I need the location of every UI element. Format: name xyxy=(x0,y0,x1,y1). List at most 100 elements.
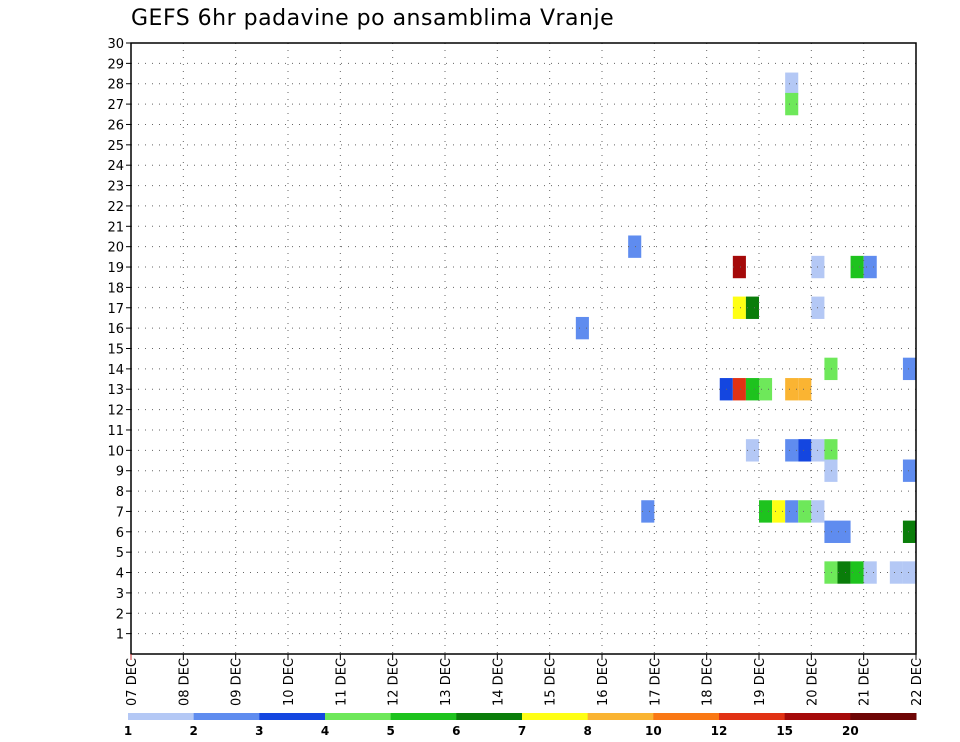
precip-cell xyxy=(785,92,799,116)
legend-label: 12 xyxy=(711,724,728,738)
y-tick-label: 15 xyxy=(107,343,124,358)
x-tick-label: 13 DEC xyxy=(439,658,454,706)
precip-cell xyxy=(798,378,812,401)
precip-cell xyxy=(628,235,642,258)
precip-cell xyxy=(902,357,916,381)
y-tick-label: 22 xyxy=(107,200,124,215)
legend-swatch xyxy=(456,713,523,720)
precip-cell xyxy=(785,500,799,523)
y-tick-label: 17 xyxy=(107,302,124,317)
precip-cell xyxy=(824,439,838,462)
x-tick-label: 22 DEC xyxy=(910,658,925,706)
y-tick-label: 10 xyxy=(107,444,124,459)
y-tick-label: 11 xyxy=(107,424,124,439)
precip-cell xyxy=(902,520,916,543)
precip-cell xyxy=(889,561,903,584)
y-tick-label: 30 xyxy=(107,37,124,52)
legend-swatch xyxy=(522,713,589,720)
y-tick-label: 14 xyxy=(107,363,124,378)
y-tick-label: 7 xyxy=(116,505,124,520)
x-tick-label: 20 DEC xyxy=(805,658,820,706)
legend-swatch xyxy=(128,713,195,720)
x-tick-label: 18 DEC xyxy=(701,658,716,706)
y-tick-label: 28 xyxy=(107,78,124,93)
y-tick-label: 5 xyxy=(116,546,124,561)
y-tick-label: 4 xyxy=(116,567,124,582)
y-tick-label: 25 xyxy=(107,139,124,154)
legend-swatch xyxy=(259,713,326,720)
precip-cell xyxy=(863,561,877,584)
precip-cell xyxy=(798,500,812,523)
legend-label: 3 xyxy=(255,724,263,738)
x-tick-label: 11 DEC xyxy=(334,658,349,706)
precip-cell xyxy=(863,255,877,279)
y-tick-label: 8 xyxy=(116,485,124,500)
legend-label: 6 xyxy=(452,724,460,738)
precip-cell xyxy=(902,459,916,482)
precip-cell xyxy=(759,378,773,401)
y-tick-label: 2 xyxy=(116,607,124,622)
x-tick-label: 21 DEC xyxy=(858,658,873,706)
y-tick-label: 18 xyxy=(107,281,124,296)
x-tick-label: 09 DEC xyxy=(230,658,245,706)
y-tick-label: 16 xyxy=(107,322,124,337)
x-tick-label: 19 DEC xyxy=(753,658,768,706)
legend-label: 5 xyxy=(386,724,394,738)
precip-cell xyxy=(850,561,864,584)
x-tick-label: 16 DEC xyxy=(596,658,611,706)
precip-cell xyxy=(641,500,655,523)
legend-swatch xyxy=(784,713,851,720)
y-tick-label: 23 xyxy=(107,180,124,195)
precip-cell xyxy=(837,561,851,584)
y-tick-label: 26 xyxy=(107,118,124,133)
precip-cell xyxy=(902,561,916,584)
legend-label: 2 xyxy=(189,724,197,738)
precip-cell xyxy=(732,255,746,279)
x-tick-label: 10 DEC xyxy=(282,658,297,706)
y-tick-label: 29 xyxy=(107,57,124,72)
precip-cell xyxy=(824,357,838,381)
x-tick-label: 08 DEC xyxy=(177,658,192,706)
legend-label: 8 xyxy=(583,724,591,738)
precip-cell xyxy=(798,439,812,462)
precip-cell xyxy=(837,520,851,543)
x-tick-label: 12 DEC xyxy=(387,658,402,706)
legend-swatch xyxy=(325,713,392,720)
precip-cell xyxy=(772,500,786,523)
chart-title: GEFS 6hr padavine po ansamblima Vranje xyxy=(131,6,615,31)
precip-cell xyxy=(824,520,838,543)
precip-cell xyxy=(732,296,746,319)
precip-cell xyxy=(785,439,799,462)
legend-swatch xyxy=(850,713,917,720)
y-axis: 1234567891011121314151617181920212223242… xyxy=(107,37,131,643)
legend: 1 2 3 4 5 6 7 8 10 12 15 20 xyxy=(124,713,917,738)
precip-cell xyxy=(824,561,838,584)
y-tick-label: 9 xyxy=(116,465,124,480)
precip-cell xyxy=(745,439,759,462)
legend-label: 10 xyxy=(645,724,662,738)
precip-cell xyxy=(850,255,864,279)
legend-swatch xyxy=(193,713,260,720)
y-tick-label: 12 xyxy=(107,404,124,419)
y-tick-label: 13 xyxy=(107,383,124,398)
precip-cell xyxy=(759,500,773,523)
legend-label: 4 xyxy=(321,724,329,738)
y-tick-label: 27 xyxy=(107,98,124,113)
legend-label: 15 xyxy=(776,724,793,738)
y-tick-label: 24 xyxy=(107,159,124,174)
precip-cell xyxy=(575,316,589,340)
y-tick-label: 21 xyxy=(107,220,124,235)
x-axis: 07 DEC 08 DEC 09 DEC 10 DEC 11 DEC 12 DEC 13 D… xyxy=(125,654,925,706)
grid-layer xyxy=(131,43,916,654)
precip-cell xyxy=(785,72,799,95)
precip-cell xyxy=(745,378,759,401)
x-tick-label: 14 DEC xyxy=(491,658,506,706)
precip-cell xyxy=(824,459,838,482)
precip-cell xyxy=(732,378,746,401)
cells-layer xyxy=(575,72,916,584)
y-tick-label: 20 xyxy=(107,241,124,256)
x-tick-label: 07 DEC xyxy=(125,658,140,706)
legend-swatch xyxy=(587,713,654,720)
y-tick-label: 3 xyxy=(116,587,124,602)
